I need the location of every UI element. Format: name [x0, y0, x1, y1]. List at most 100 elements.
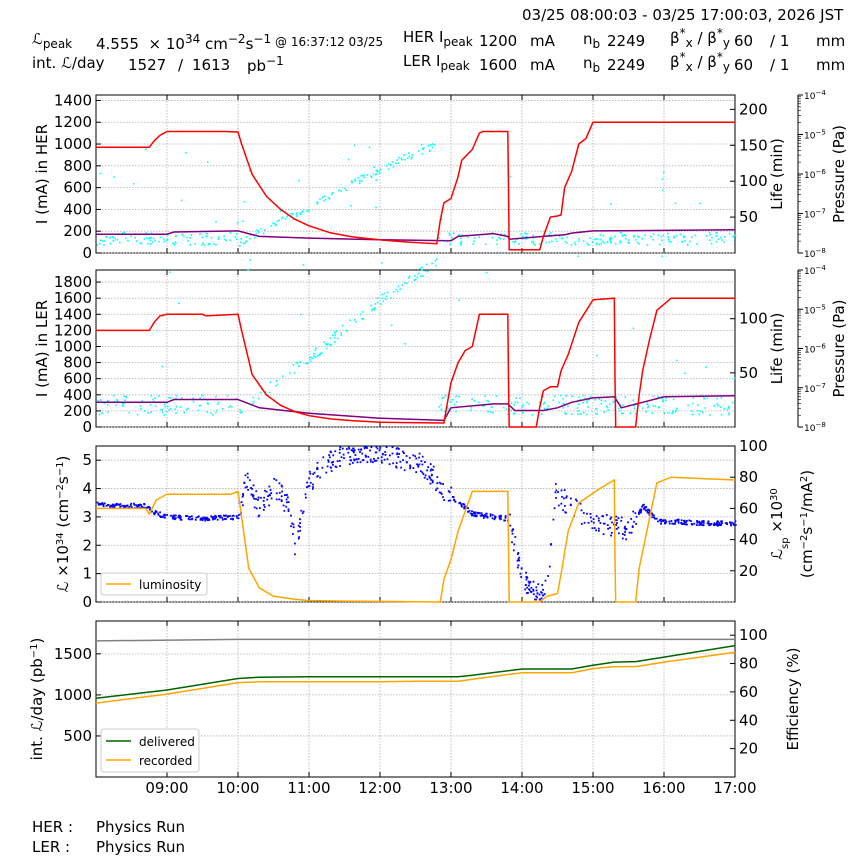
lsp-point	[268, 493, 271, 496]
lsp-point	[328, 454, 331, 456]
pressure-tick-label-0: 10−6	[804, 168, 826, 181]
lsp-point	[255, 507, 258, 510]
life-point	[422, 147, 425, 149]
life-point	[488, 400, 490, 403]
lsp-point	[579, 502, 582, 505]
life-point	[612, 401, 614, 403]
lsp-point	[526, 586, 528, 589]
lsp-point	[384, 454, 387, 456]
lsp-point	[606, 524, 609, 526]
life-point	[106, 400, 109, 402]
life-point	[225, 239, 228, 242]
life-point	[151, 241, 154, 243]
lsp-point	[297, 524, 300, 527]
life-point	[422, 147, 424, 150]
life-point	[166, 402, 168, 404]
lsp-point	[252, 484, 255, 487]
life-point	[377, 301, 379, 304]
life-point	[392, 166, 395, 168]
pressure-tick-base: 10	[804, 306, 816, 316]
lsp-point	[609, 518, 612, 520]
lsp-point	[537, 583, 540, 586]
lsp-point	[339, 446, 342, 449]
lsp-point	[499, 518, 502, 520]
life-point	[175, 394, 178, 397]
lsp-point	[385, 446, 388, 448]
lsp-point	[408, 456, 411, 459]
life-point	[179, 406, 182, 408]
y-tick-label-2: 4	[82, 480, 92, 498]
life-point	[540, 413, 543, 415]
life-point	[145, 232, 148, 235]
ler-ipeak-label: LER Ipeak	[403, 52, 470, 73]
lsp-point	[339, 465, 341, 467]
lsp-point	[391, 446, 394, 449]
lsp-point	[555, 497, 557, 499]
lsp-point	[149, 507, 151, 509]
lsp-point	[598, 529, 600, 532]
life-point	[548, 241, 551, 244]
lsp-point	[438, 481, 441, 484]
life-point	[164, 405, 166, 408]
life-point	[699, 410, 702, 413]
life-point	[562, 402, 564, 405]
lsp-point	[630, 531, 633, 534]
lsp-point	[204, 519, 207, 522]
life-point	[388, 163, 390, 165]
life-point	[515, 397, 517, 399]
lsp-axis-label-part: ℒ	[768, 549, 786, 560]
lsp-point	[467, 510, 470, 513]
y2-tick-label-1: 50	[739, 364, 758, 382]
life-point	[362, 311, 364, 313]
life-axis-label-0: Life (min)	[768, 138, 786, 210]
life-point	[321, 352, 323, 354]
lsp-point	[520, 576, 523, 578]
life-point	[728, 412, 730, 414]
lum-axis-label: ℒ ×1034 (cm−2s−1)	[54, 456, 72, 593]
lsp-point	[159, 515, 161, 518]
life-point	[397, 290, 399, 293]
lsp-point	[278, 498, 281, 501]
life-point	[239, 245, 241, 247]
lsp-point	[674, 521, 677, 523]
lsp-point	[707, 521, 710, 523]
life-point	[661, 239, 663, 242]
life-point	[240, 411, 243, 414]
life-point	[123, 402, 125, 405]
life-point	[632, 399, 635, 401]
lsp-point	[676, 518, 679, 521]
pressure-tick-exp: −5	[815, 303, 825, 311]
life-point	[185, 408, 188, 411]
life-point	[154, 405, 157, 407]
pressure-tick-exp: −7	[815, 382, 825, 390]
pressure-tick-label-0: 10−5	[804, 129, 826, 142]
life-point	[185, 151, 187, 154]
lsp-point	[486, 516, 489, 519]
lsp-point	[565, 495, 568, 498]
lsp-point	[643, 503, 645, 506]
life-point	[99, 172, 102, 175]
life-point	[327, 343, 329, 345]
lsp-point	[640, 510, 642, 512]
lsp-point	[532, 588, 535, 591]
life-point	[636, 241, 639, 244]
lsp-point	[720, 520, 722, 523]
lsp-point	[589, 513, 592, 515]
lsp-point	[353, 459, 356, 462]
life-point	[279, 210, 282, 212]
x-tick-label: 15:00	[571, 779, 614, 797]
lsp-point	[580, 509, 583, 512]
life-point	[452, 232, 455, 235]
pressure-tick-label-0: 10−7	[804, 208, 826, 221]
life-point	[421, 269, 423, 272]
y-tick-label-0: 1000	[54, 135, 92, 153]
life-point	[652, 239, 654, 241]
life-point	[449, 401, 452, 403]
her-beta-unit: mm	[816, 32, 846, 50]
lsp-point	[352, 447, 355, 450]
lpeak-time: @ 16:37:12 03/25	[275, 35, 384, 49]
lsp-point	[478, 512, 481, 514]
lsp-point	[539, 598, 541, 601]
life-point	[650, 235, 652, 238]
life-point	[340, 334, 343, 336]
